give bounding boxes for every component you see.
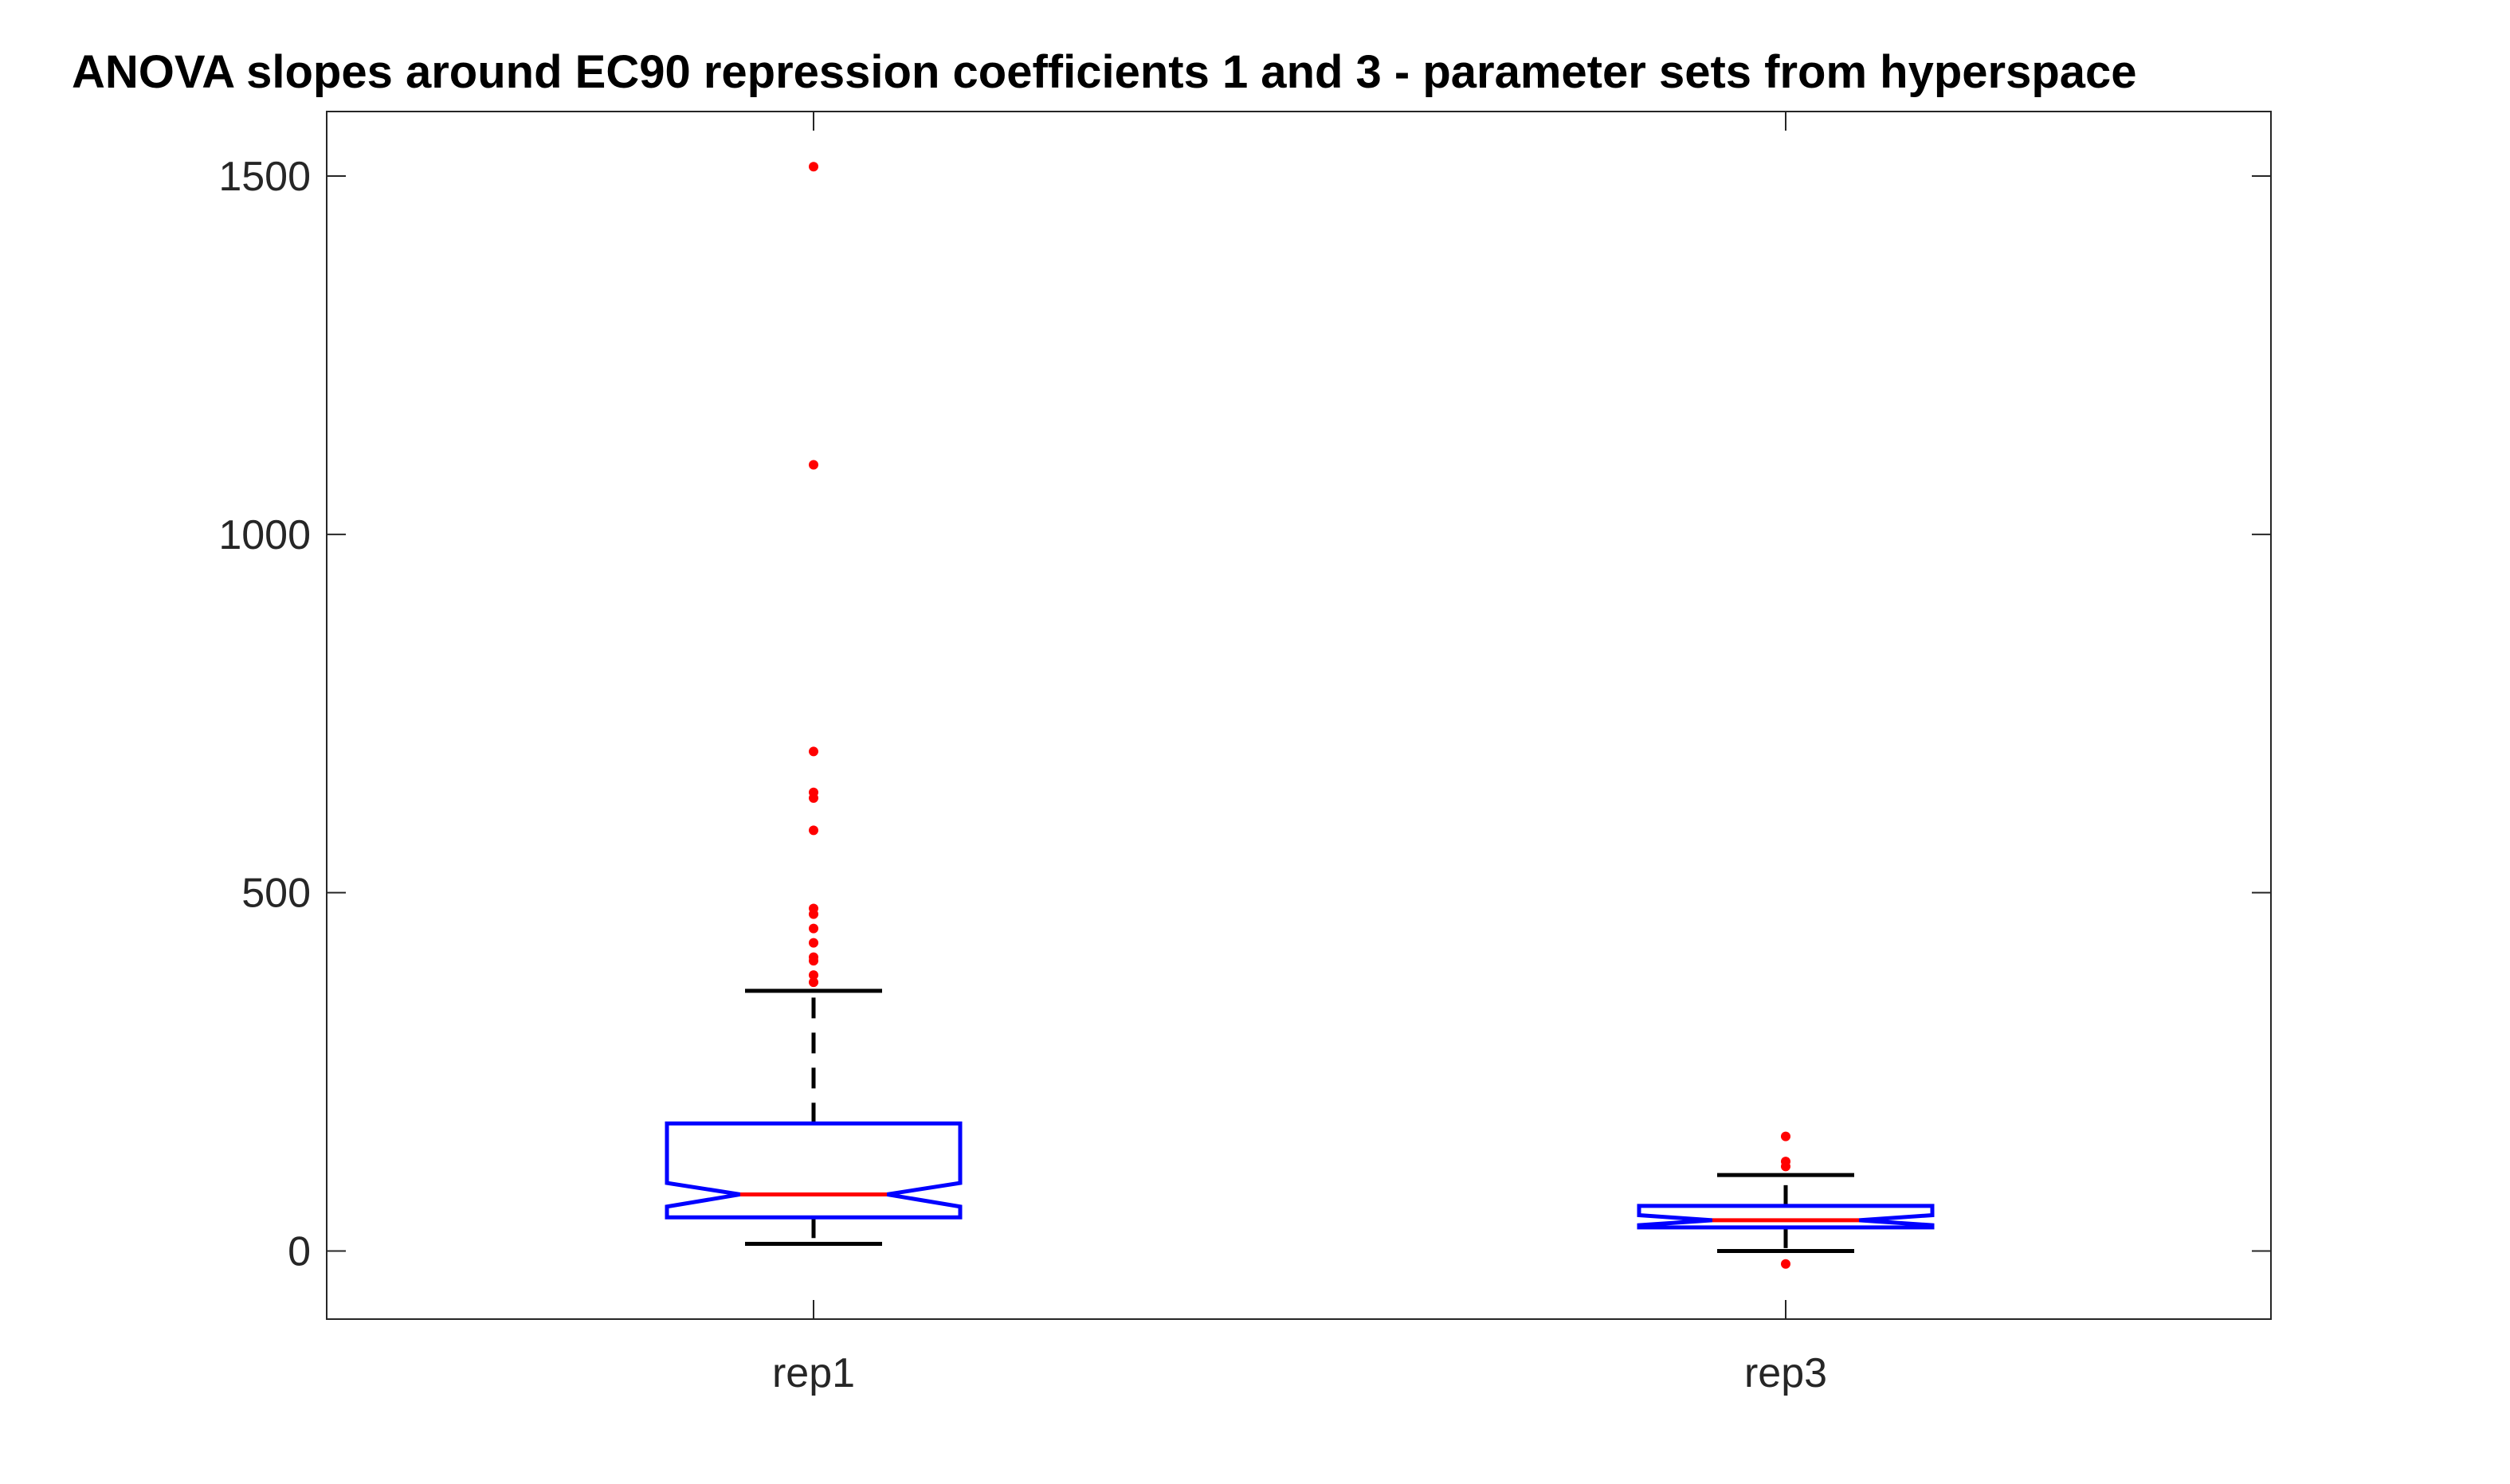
outlier-point bbox=[809, 825, 818, 836]
y-tick-label: 1500 bbox=[218, 154, 311, 200]
outlier-point bbox=[809, 746, 818, 757]
y-tick-label: 1000 bbox=[218, 512, 311, 558]
outlier-point bbox=[1781, 1259, 1790, 1269]
chart-title: ANOVA slopes around EC90 repression coef… bbox=[72, 46, 2137, 98]
box-rep3 bbox=[1637, 1131, 1935, 1269]
outlier-point bbox=[809, 787, 818, 797]
outlier-point bbox=[809, 977, 818, 988]
outlier-point bbox=[809, 938, 818, 948]
outlier-point bbox=[809, 460, 818, 470]
outlier-point bbox=[809, 952, 818, 962]
outlier-point bbox=[1781, 1131, 1790, 1141]
plot-area-frame bbox=[326, 111, 2272, 1320]
outlier-point bbox=[1781, 1157, 1790, 1167]
y-tick-label: 500 bbox=[241, 871, 311, 917]
y-axis: 0 500 1000 1500 bbox=[218, 154, 2271, 1275]
notched-box bbox=[665, 1121, 963, 1220]
box-rep1 bbox=[665, 162, 963, 1247]
x-tick-label: rep3 bbox=[1744, 1350, 1827, 1396]
notched-box bbox=[1637, 1204, 1935, 1230]
y-tick-label: 0 bbox=[288, 1229, 311, 1275]
x-axis: rep1 rep3 bbox=[772, 112, 1827, 1396]
outlier-point bbox=[809, 903, 818, 914]
outlier-point bbox=[809, 162, 818, 172]
boxes-group bbox=[665, 162, 1935, 1269]
outlier-point bbox=[809, 923, 818, 934]
x-tick-label: rep1 bbox=[772, 1350, 855, 1396]
outlier-point bbox=[809, 970, 818, 981]
